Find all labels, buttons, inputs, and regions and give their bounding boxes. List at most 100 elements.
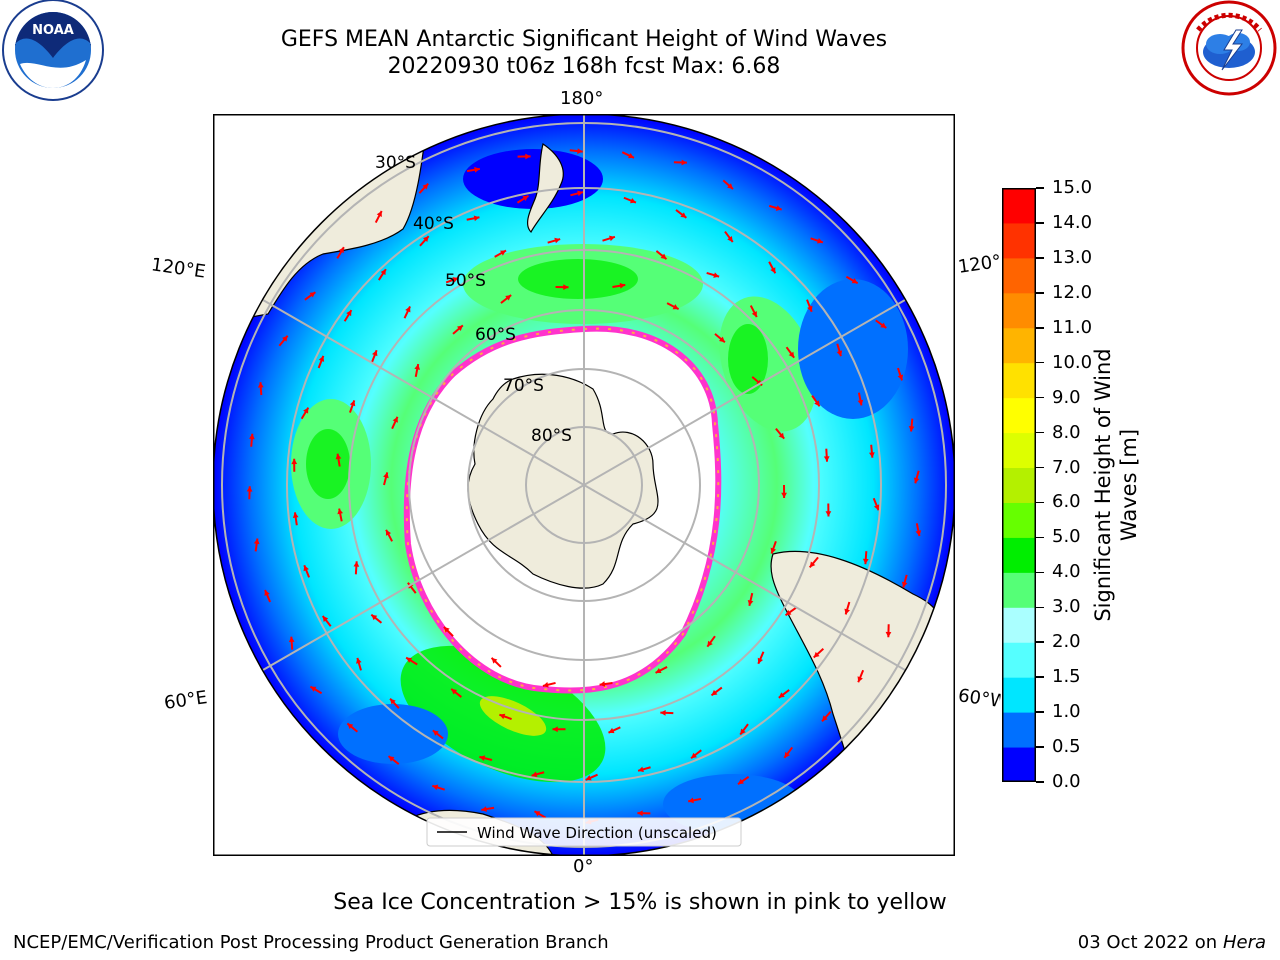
colorbar-tick-mark <box>1036 711 1044 713</box>
colorbar-tick-label: 5.0 <box>1052 526 1081 548</box>
wave-direction-arrowhead <box>264 589 270 596</box>
wave-direction-arrowhead <box>577 190 584 197</box>
lat-label-70s: 70°S <box>503 376 544 396</box>
colorbar-tick-label: 13.0 <box>1052 246 1093 268</box>
colorbar-tick-label: 12.0 <box>1052 281 1093 303</box>
colorbar-tick-mark <box>1036 431 1044 434</box>
antarctic-wave-map: 30°S 40°S 50°S 60°S 70°S 80°S Wind Wave … <box>213 114 955 856</box>
wave-direction-arrowhead <box>778 692 785 698</box>
wave-direction-arrowhead <box>257 382 264 388</box>
wave-direction-arrowhead <box>406 657 413 663</box>
wave-direction-arrowhead <box>825 511 832 517</box>
wave-direction-arrowhead <box>338 247 344 254</box>
colorbar-segment <box>1002 572 1036 608</box>
lon-label-60w: 60°W <box>956 685 1002 712</box>
wave-direction-arrowhead <box>481 806 487 812</box>
map-title: GEFS MEAN Antarctic Significant Height o… <box>280 27 888 52</box>
wave-direction-arrowhead <box>681 159 687 166</box>
wave-direction-arrowhead <box>356 657 362 664</box>
colorbar-tick-label: 8.0 <box>1052 421 1081 443</box>
graticule <box>221 114 947 856</box>
wave-direction-arrowhead <box>844 608 850 615</box>
colorbar-tick-mark <box>1036 396 1044 399</box>
colorbar-tick-mark <box>1036 606 1044 609</box>
wave-direction-arrowhead <box>770 267 776 274</box>
colorbar-segment <box>1002 292 1036 329</box>
wave-direction-arrowhead <box>491 657 498 664</box>
wave-direction-arrowhead <box>405 306 411 313</box>
wave-direction-arrowhead <box>542 681 549 688</box>
wave-direction-arrowhead <box>822 715 828 722</box>
wave-direction-arrowhead <box>288 636 295 643</box>
wave-direction-arrowhead <box>713 272 720 278</box>
colorbar-tick-label: 9.0 <box>1052 386 1081 408</box>
wave-direction-arrowhead <box>869 452 875 458</box>
lat-label-80s: 80°S <box>531 426 572 446</box>
colorbar-tick-mark <box>1036 361 1044 364</box>
wave-direction-arrowhead <box>751 311 757 318</box>
wave-direction-arrowhead <box>680 212 687 218</box>
noaa-logo-icon: NOAA <box>2 0 104 101</box>
wave-direction-arrowhead <box>388 756 395 762</box>
colorbar-segment <box>1002 607 1036 643</box>
svg-text:NOAA: NOAA <box>32 23 74 38</box>
colorbar-segment <box>1002 432 1036 469</box>
colorbar-tick-label: 2.0 <box>1052 631 1081 653</box>
wave-direction-arrowhead <box>823 456 830 462</box>
wave-direction-arrowhead <box>585 775 592 781</box>
wave-direction-arrowhead <box>672 304 679 310</box>
wave-direction-arrowhead <box>318 355 325 362</box>
wave-direction-arrowhead <box>322 616 329 622</box>
colorbar-tick-label: 1.0 <box>1052 701 1081 723</box>
wave-direction-arrowhead <box>500 250 507 256</box>
footer-date: 03 Oct 2022 on Hera <box>1078 932 1266 953</box>
wave-direction-arrowhead <box>246 486 253 492</box>
sea-ice-edge <box>405 327 720 692</box>
colorbar-tick-mark <box>1036 676 1044 678</box>
colorbar-segment <box>1002 642 1036 678</box>
wave-direction-arrowhead <box>711 689 718 696</box>
wave-direction-arrowhead <box>552 726 558 733</box>
wave-direction-arrowhead <box>788 351 795 358</box>
wave-direction-arrowhead <box>913 477 920 484</box>
wave-direction-arrowhead <box>335 453 342 460</box>
wave-direction-arrowhead <box>908 426 915 432</box>
wave-direction-arrowhead <box>727 183 733 189</box>
wave-direction-arrowhead <box>660 709 666 716</box>
wave-direction-arrowhead <box>885 631 892 638</box>
wave-direction-arrowhead <box>880 322 887 328</box>
wave-direction-arrowhead <box>303 565 309 572</box>
wave-direction-arrowhead <box>727 236 733 242</box>
colorbar-tick-label: 4.0 <box>1052 561 1081 583</box>
wave-direction-arrowhead <box>531 771 538 778</box>
lat-label-50s: 50°S <box>445 271 486 291</box>
wave-direction-arrowhead <box>719 336 725 343</box>
wave-direction-arrowhead <box>740 728 746 735</box>
wave-direction-arrowhead <box>660 253 667 260</box>
wave-direction-arrowhead <box>337 508 344 515</box>
wave-direction-arrowhead <box>371 614 378 621</box>
wave-direction-arrowhead <box>423 236 429 243</box>
wave-direction-arrowhead <box>628 152 635 159</box>
wave-direction-arrowhead <box>770 547 777 554</box>
map-legend: Wind Wave Direction (unscaled) <box>426 817 742 847</box>
colorbar-tick-mark <box>1036 501 1044 504</box>
nws-logo-icon <box>1181 0 1277 96</box>
colorbar-tick-mark <box>1036 466 1044 469</box>
wave-direction-arrowhead <box>349 400 356 407</box>
map-frame <box>213 114 955 856</box>
antarctica-landmass <box>467 373 659 589</box>
wave-direction-arrowhead <box>554 237 561 244</box>
wave-direction-arrowhead <box>563 284 569 291</box>
wave-direction-arrowhead <box>291 458 298 465</box>
colorbar-tick-label: 0.0 <box>1052 771 1081 792</box>
wave-direction-arrowhead <box>807 305 813 312</box>
colorbar-tick-label: 7.0 <box>1052 456 1081 478</box>
wave-direction-arrowhead <box>778 432 785 439</box>
wave-direction-arrowhead <box>505 295 512 301</box>
colorbar-tick-mark <box>1036 571 1044 574</box>
wave-direction-arrowhead <box>757 657 764 664</box>
wave-direction-arrowhead <box>857 399 864 406</box>
colorbar-tick-label: 1.5 <box>1052 666 1081 688</box>
wave-direction-arrowhead <box>282 335 288 342</box>
